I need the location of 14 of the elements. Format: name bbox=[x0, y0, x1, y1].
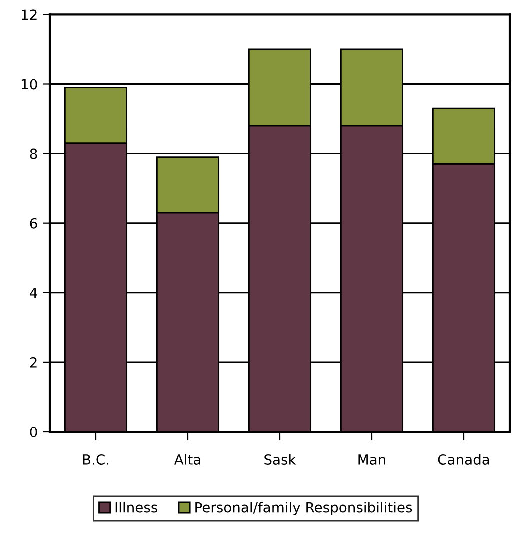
y-tick-label: 12 bbox=[22, 10, 37, 20]
y-tick-label: 10 bbox=[22, 79, 38, 90]
y-tick-label: 8 bbox=[30, 148, 38, 160]
x-tick-label: B.C. bbox=[83, 454, 109, 465]
x-tick-label: Man bbox=[358, 454, 386, 465]
y-tick-label: 0 bbox=[30, 426, 38, 438]
y-tick-label: 4 bbox=[30, 288, 38, 298]
x-tick-label: Alta bbox=[174, 454, 200, 465]
y-tick-label: 6 bbox=[30, 218, 38, 229]
legend-label: Personal/family Responsibilities bbox=[196, 502, 412, 516]
y-tick-label: 2 bbox=[30, 357, 37, 368]
x-tick-label: Canada bbox=[438, 454, 490, 465]
x-tick-label: Sask bbox=[264, 454, 296, 465]
legend-label: Illness bbox=[116, 502, 158, 513]
